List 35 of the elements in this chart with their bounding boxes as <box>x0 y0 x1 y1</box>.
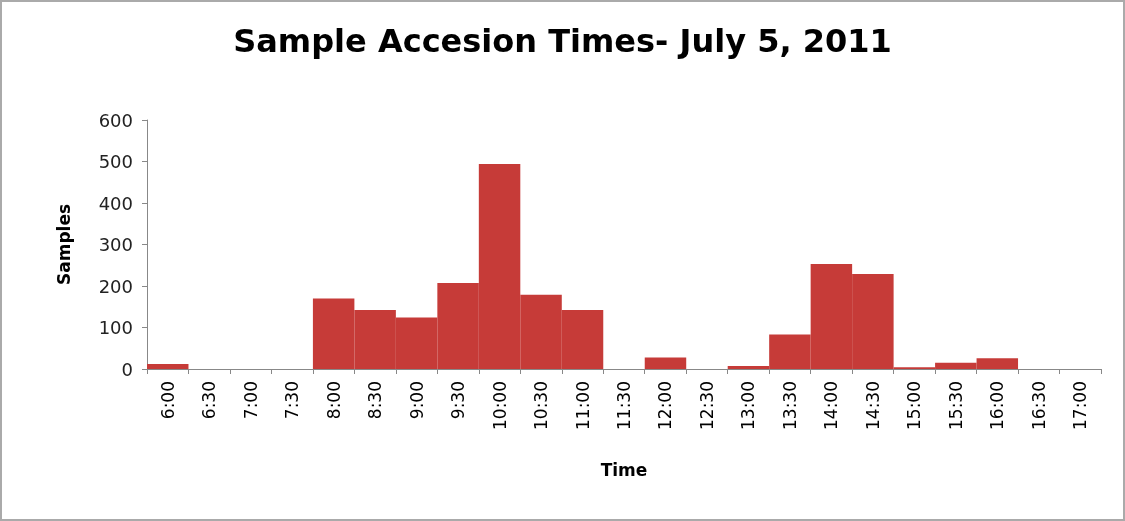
x-tick-label: 12:00 <box>655 381 676 430</box>
y-tick-label: 300 <box>98 234 133 255</box>
x-tick-label: 16:00 <box>987 381 1008 430</box>
x-tick-label: 10:00 <box>489 381 510 430</box>
y-axis-title: Samples <box>53 203 74 286</box>
x-tick-label: 15:30 <box>945 381 966 430</box>
x-tick-label: 6:00 <box>157 381 178 420</box>
x-tick-label: 14:30 <box>862 381 883 430</box>
y-tick-label: 400 <box>98 192 133 214</box>
x-tick-label: 15:00 <box>904 381 925 430</box>
bar <box>644 357 687 369</box>
x-tick-label: 8:30 <box>365 381 386 420</box>
y-tick-label: 200 <box>98 275 133 297</box>
x-tick-label: 12:30 <box>696 381 717 430</box>
x-tick-label: 10:30 <box>531 381 552 430</box>
bar <box>147 364 189 369</box>
x-tick-label: 9:00 <box>406 381 427 420</box>
x-tick-label: 11:00 <box>572 381 593 430</box>
chart-title: Sample Accesion Times- July 5, 2011 <box>233 22 892 60</box>
x-tick-label: 11:30 <box>614 381 634 430</box>
x-tick-label: 9:30 <box>448 381 469 420</box>
x-axis-title: Time <box>600 459 648 480</box>
y-tick-label: 100 <box>98 317 133 338</box>
x-tick-label: 14:00 <box>821 381 842 430</box>
x-tick-label: 16:30 <box>1028 381 1049 430</box>
x-tick-label: 7:30 <box>282 381 303 420</box>
x-tick-label: 7:00 <box>240 381 261 420</box>
x-tick-label: 13:00 <box>738 381 759 430</box>
x-tick-label: 17:00 <box>1070 381 1091 430</box>
x-tick-label: 8:00 <box>323 381 344 420</box>
y-tick-label: 0 <box>121 358 133 380</box>
y-tick-label: 500 <box>98 151 133 172</box>
x-tick-label: 6:30 <box>199 381 220 420</box>
y-tick-label: 600 <box>98 109 133 131</box>
x-tick-label: 13:30 <box>779 381 800 430</box>
